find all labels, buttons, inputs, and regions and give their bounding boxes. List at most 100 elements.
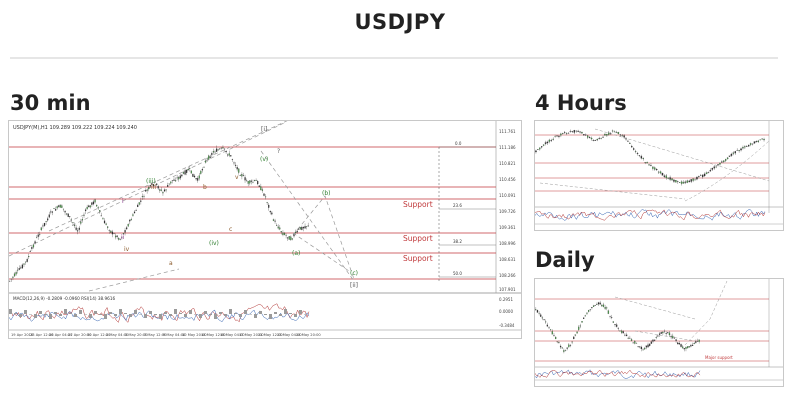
candle-body — [58, 205, 60, 207]
candle-body — [31, 247, 33, 249]
candle-body — [692, 178, 694, 181]
histogram-bar — [284, 309, 287, 314]
candle-body — [701, 174, 704, 178]
svg-text:107.901: 107.901 — [499, 287, 516, 292]
candle-body — [23, 263, 25, 265]
candle-body — [662, 331, 664, 334]
candle-body — [592, 305, 595, 307]
candle-body — [607, 310, 610, 314]
candle-body — [174, 180, 177, 182]
candle-body — [663, 175, 666, 177]
histogram-bar — [269, 314, 272, 319]
svg-text:110.456: 110.456 — [499, 177, 516, 182]
candle-body — [86, 206, 88, 210]
date-tick: 30 Apr 12:00 — [87, 333, 111, 337]
candle-body — [45, 221, 47, 222]
svg-text:108.996: 108.996 — [499, 241, 516, 246]
candle-body — [178, 177, 180, 180]
candle-body — [89, 205, 91, 208]
min30-chart: USDJPY(M),H1 109.289 109.222 109.224 109… — [8, 120, 522, 339]
histogram-bar — [24, 310, 27, 314]
svg-text:23.6: 23.6 — [453, 203, 462, 208]
candle-body — [137, 204, 139, 208]
candle-body — [170, 181, 172, 184]
histogram-bar — [154, 314, 157, 315]
candle-body — [560, 133, 562, 136]
min30-chart-svg: USDJPY(M),H1 109.289 109.222 109.224 109… — [9, 121, 521, 337]
histogram-bar — [174, 309, 177, 314]
candle-body — [94, 199, 96, 203]
daily-title: Daily — [535, 248, 595, 272]
candle-body — [724, 159, 727, 161]
candle-body — [705, 172, 708, 175]
candle-body — [59, 204, 61, 208]
min30-trend-lines — [9, 121, 355, 292]
candle-body — [124, 230, 126, 233]
candle-body — [96, 204, 98, 207]
candle-body — [654, 167, 656, 170]
histogram-bar — [264, 314, 267, 315]
candle-body — [665, 175, 668, 179]
h4-chart-svg — [535, 121, 783, 225]
histogram-bar — [304, 314, 307, 315]
candle-body — [181, 174, 183, 177]
candle-body — [563, 350, 565, 352]
candle-body — [208, 155, 210, 160]
svg-text:?: ? — [277, 148, 280, 155]
svg-text:(iii): (iii) — [146, 178, 156, 185]
candle-body — [604, 134, 606, 136]
candle-body — [551, 331, 553, 335]
candle-body — [653, 339, 656, 341]
min30-header: USDJPY(M),H1 109.289 109.222 109.224 109… — [13, 125, 137, 131]
candle-body — [198, 175, 200, 179]
svg-text:0.0000: 0.0000 — [499, 309, 513, 314]
candle-body — [696, 177, 698, 180]
candle-body — [726, 157, 729, 160]
candle-body — [659, 171, 662, 174]
candle-body — [698, 339, 700, 342]
histogram-bar — [69, 313, 72, 314]
svg-text:[ii]: [ii] — [350, 282, 358, 289]
candle-body — [646, 162, 648, 164]
candle-body — [228, 153, 230, 156]
candle-body — [587, 310, 590, 312]
histogram-bar — [44, 314, 47, 315]
candle-body — [43, 222, 46, 226]
candle-body — [97, 207, 99, 209]
candle-body — [667, 177, 669, 179]
candle-body — [116, 235, 118, 237]
h4-candles — [535, 129, 765, 186]
date-tick: 17 May 20:00 — [239, 333, 264, 337]
candle-body — [13, 273, 16, 277]
candle-body — [573, 336, 575, 340]
candle-body — [269, 210, 271, 213]
candle-body — [236, 167, 238, 170]
candle-body — [92, 201, 95, 205]
candle-body — [617, 132, 620, 134]
candle-body — [249, 180, 251, 184]
candle-body — [604, 307, 606, 309]
svg-text:ii: ii — [121, 234, 125, 241]
candle-body — [675, 339, 677, 341]
min30-indicator-text: MACD(12,26,9) -0.2809 -0.0960 RSI(14) 38… — [13, 296, 116, 301]
candle-body — [596, 138, 599, 141]
candle-body — [301, 226, 303, 230]
histogram-bar — [244, 310, 247, 314]
candle-body — [640, 156, 643, 159]
histogram-bar — [164, 312, 167, 314]
candle-body — [272, 219, 275, 221]
candle-body — [583, 134, 585, 136]
candle-body — [206, 158, 208, 160]
histogram-bar — [99, 314, 102, 315]
date-tick: 19 Apr 2018 — [11, 333, 34, 337]
histogram-bar — [49, 314, 52, 319]
svg-text:(iv): (iv) — [209, 240, 219, 247]
candle-body — [568, 344, 570, 348]
daily-major-support-label: Major support — [705, 355, 733, 360]
histogram-bar — [74, 314, 77, 317]
histogram-bar — [34, 314, 37, 318]
svg-text:(c): (c) — [350, 270, 358, 277]
candle-body — [122, 233, 125, 235]
min30-wave-labels: (iii) (iv) (v) i ii iii iv v a b c (a) (… — [121, 126, 358, 289]
min30-fib: 0.0 23.6 38.2 50.0 — [438, 141, 496, 281]
